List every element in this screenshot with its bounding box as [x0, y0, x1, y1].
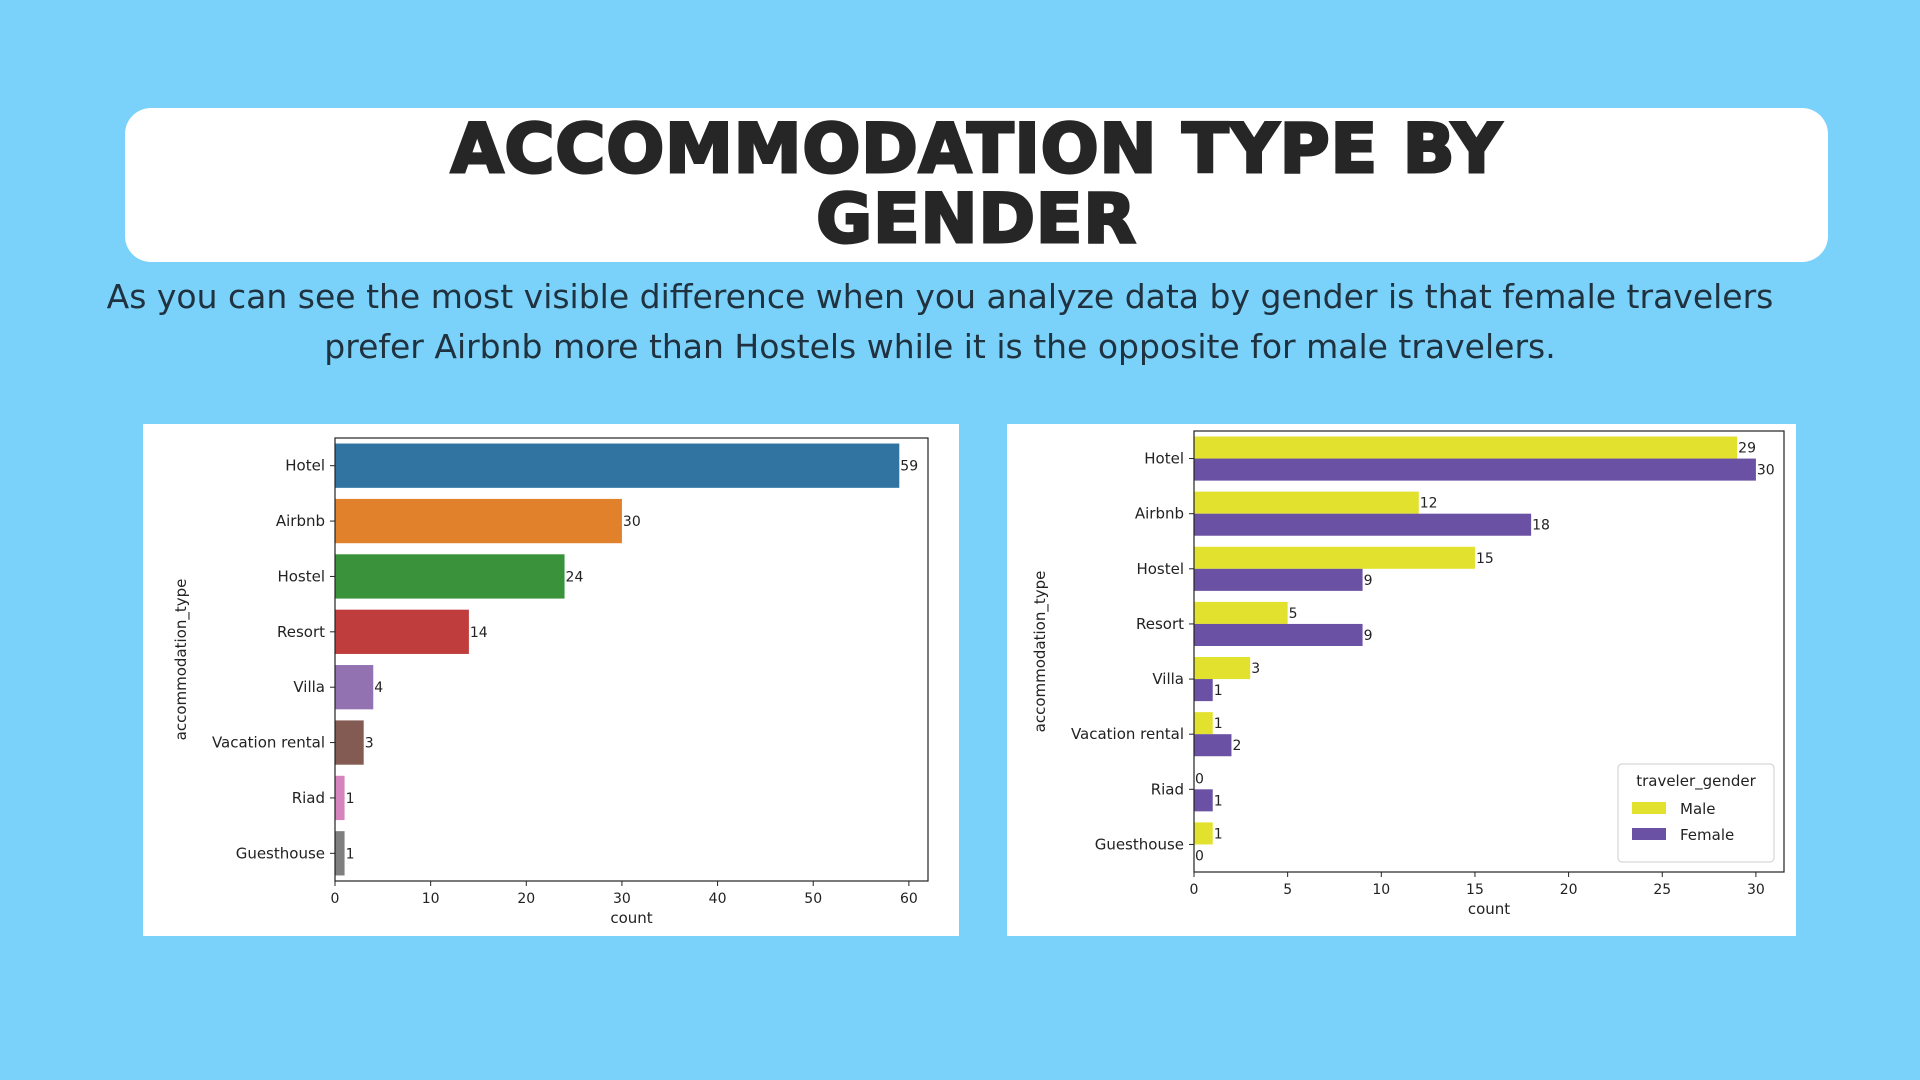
y-tick-label-0: Hotel	[285, 457, 325, 475]
x-tick-label-4: 20	[1560, 882, 1578, 898]
data-label-3: 14	[470, 625, 488, 641]
legend-swatch-female	[1632, 828, 1666, 840]
x-tick-label-1: 10	[422, 891, 440, 907]
data-label-female-2: 9	[1364, 573, 1373, 589]
data-label-female-0: 30	[1757, 463, 1775, 479]
bar-6	[335, 775, 345, 821]
x-axis-label: count	[1468, 900, 1510, 918]
bar-female-4	[1194, 679, 1213, 702]
bar-4	[335, 665, 374, 710]
legend-label-male: Male	[1680, 800, 1716, 818]
bar-male-7	[1194, 822, 1213, 845]
data-label-female-7: 0	[1195, 848, 1204, 864]
bar-male-5	[1194, 712, 1213, 735]
y-axis-label: accommodation_type	[1031, 571, 1050, 733]
summary-text: As you can see the most visible differen…	[106, 277, 1774, 366]
x-tick-label-5: 25	[1653, 882, 1671, 898]
x-tick-label-6: 30	[1747, 882, 1765, 898]
y-tick-label-0: Hotel	[1144, 450, 1184, 468]
data-label-male-4: 3	[1251, 661, 1260, 677]
data-label-male-5: 1	[1214, 716, 1223, 732]
bar-female-6	[1194, 789, 1213, 812]
x-tick-label-2: 10	[1372, 882, 1390, 898]
y-tick-label-1: Airbnb	[1135, 505, 1184, 523]
data-label-female-4: 1	[1214, 683, 1223, 699]
bar-5	[335, 720, 364, 765]
plot-frame	[1193, 430, 1785, 873]
bar-male-0	[1194, 436, 1738, 459]
y-tick-label-6: Riad	[292, 789, 325, 807]
data-label-female-6: 1	[1214, 793, 1223, 809]
x-tick-label-0: 0	[1190, 882, 1199, 898]
y-tick-label-4: Villa	[293, 678, 325, 696]
data-label-1: 30	[623, 514, 641, 530]
y-tick-label-1: Airbnb	[276, 512, 325, 530]
legend-title: traveler_gender	[1636, 772, 1756, 791]
chart-total-svg: 59 30 24 14 4 3 1 1 Hotel Airbnb Hostel Resort Villa…	[172, 437, 929, 927]
bar-male-4	[1194, 657, 1251, 680]
data-label-male-3: 5	[1289, 606, 1298, 622]
data-label-2: 24	[566, 569, 584, 585]
plot-frame	[334, 437, 929, 882]
y-tick-label-2: Hostel	[1136, 560, 1184, 578]
y-tick-label-2: Hostel	[277, 567, 325, 585]
bar-male-2	[1194, 546, 1475, 569]
x-tick-label-3: 30	[613, 891, 631, 907]
x-tick-label-3: 15	[1466, 882, 1484, 898]
data-label-4: 4	[374, 680, 383, 696]
bar-female-0	[1194, 458, 1756, 481]
bar-female-1	[1194, 513, 1532, 536]
chart-total-by-type: 59 30 24 14 4 3 1 1 Hotel Airbnb Hostel Resort Villa…	[143, 424, 959, 936]
y-tick-label-3: Resort	[277, 623, 325, 641]
data-label-female-5: 2	[1232, 738, 1241, 754]
y-tick-label-5: Vacation rental	[212, 734, 325, 752]
bar-2	[335, 554, 565, 599]
y-tick-label-7: Guesthouse	[236, 844, 325, 862]
data-label-6: 1	[346, 791, 355, 807]
y-tick-label-6: Riad	[1151, 780, 1184, 798]
y-tick-label-4: Villa	[1152, 670, 1184, 688]
page-title: ACCOMMODATION TYPE BY GENDER	[449, 110, 1503, 259]
bar-1	[335, 498, 622, 544]
data-label-female-3: 9	[1364, 628, 1373, 644]
x-tick-label-0: 0	[331, 891, 340, 907]
bar-female-3	[1194, 623, 1363, 646]
chart-by-gender: 29 12 15 5 3 1 0 1 30 18 9 9 1 2 1 0 Hotel Airbnb Hostel Re…	[1007, 424, 1796, 936]
data-label-male-1: 12	[1420, 496, 1438, 512]
bar-7	[335, 831, 345, 876]
bar-male-3	[1194, 601, 1288, 624]
data-label-7: 1	[346, 846, 355, 862]
data-label-male-7: 1	[1214, 826, 1223, 842]
x-tick-label-4: 40	[709, 891, 727, 907]
data-label-female-1: 18	[1532, 518, 1550, 534]
x-tick-label-2: 20	[517, 891, 535, 907]
bar-3	[335, 609, 469, 654]
data-label-5: 3	[365, 736, 374, 752]
y-tick-label-7: Guesthouse	[1095, 835, 1184, 853]
title-banner: ACCOMMODATION TYPE BY GENDER	[125, 108, 1828, 262]
bar-female-2	[1194, 568, 1363, 591]
chart-gender-svg: 291215531013018991210HotelAirbnbHostelRe…	[1031, 430, 1785, 918]
legend-label-female: Female	[1680, 826, 1734, 844]
bar-male-1	[1194, 491, 1419, 514]
bar-female-5	[1194, 734, 1232, 757]
x-tick-label-5: 50	[804, 891, 822, 907]
data-label-male-0: 29	[1738, 441, 1756, 457]
bar-0	[335, 443, 900, 488]
x-axis-label: count	[610, 909, 652, 927]
y-tick-label-3: Resort	[1136, 615, 1184, 633]
legend-swatch-male	[1632, 802, 1666, 814]
y-axis-label: accommodation_type	[172, 579, 191, 741]
data-label-male-6: 0	[1195, 771, 1204, 787]
data-label-male-2: 15	[1476, 551, 1494, 567]
y-tick-label-5: Vacation rental	[1071, 725, 1184, 743]
data-label-0: 59	[900, 459, 918, 475]
x-tick-label-6: 60	[900, 891, 918, 907]
x-tick-label-1: 5	[1283, 882, 1292, 898]
